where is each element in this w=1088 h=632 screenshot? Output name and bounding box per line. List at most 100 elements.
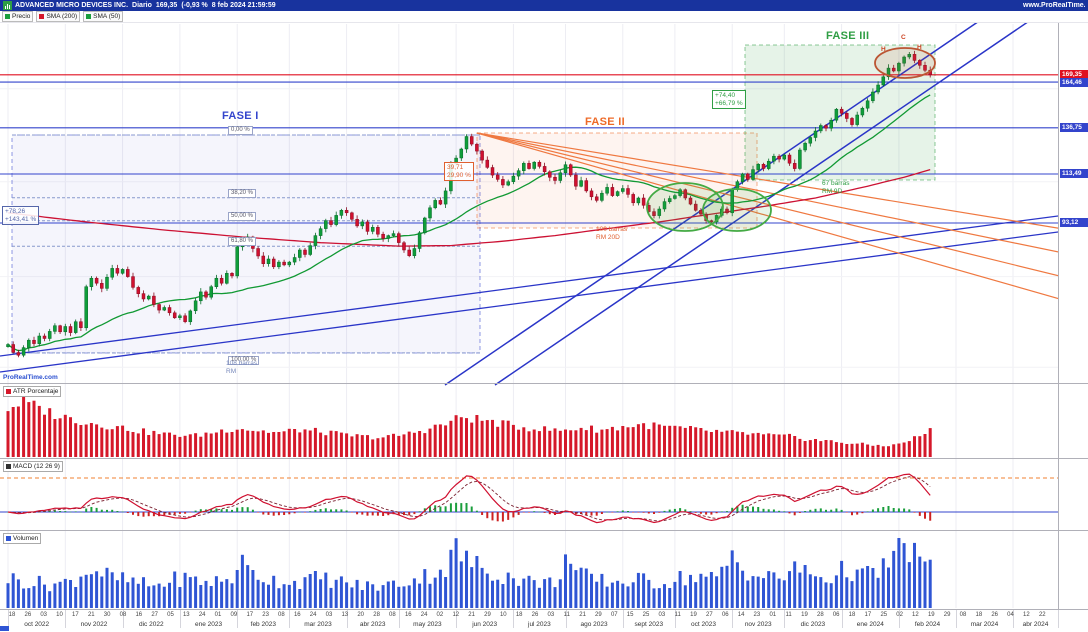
x-axis-day-label: 04: [1007, 612, 1014, 618]
atr-swatch-icon: [6, 389, 11, 394]
downtrend-fan-1[interactable]: [476, 132, 1088, 233]
macd-signal-line: [7, 476, 931, 522]
sma200-line[interactable]: [7, 168, 931, 247]
volume-panel-label[interactable]: Volumen: [3, 533, 42, 544]
x-axis-day-label: 08: [278, 612, 285, 618]
volume-swatch-icon: [6, 536, 11, 541]
x-axis-day-label: 06: [832, 612, 840, 618]
legend-item-1[interactable]: SMA (200): [36, 11, 81, 22]
x-axis-day-label: 18: [848, 612, 856, 618]
x-axis-day-label: 25: [880, 612, 888, 618]
x-axis-month-label: abr 2023: [359, 621, 386, 628]
annotation-hch-right[interactable]: H: [917, 44, 922, 51]
macd-line: [7, 473, 931, 524]
annotation-measure-up-1[interactable]: +78,26 +143,41 %: [2, 206, 40, 225]
x-axis-tick: [8, 610, 9, 628]
legend-item-2[interactable]: SMA (50): [83, 11, 124, 22]
x-axis-day-label: 14: [737, 612, 745, 618]
x-axis-day-label: 11: [785, 612, 792, 618]
x-axis-day-label: 24: [309, 612, 317, 618]
x-axis-month-label: feb 2023: [250, 621, 276, 628]
price-axis-column[interactable]: [1058, 22, 1088, 610]
legend-item-0[interactable]: Precio: [2, 11, 34, 22]
x-axis-day-label: 27: [151, 612, 159, 618]
annotation-bars-rm[interactable]: 108 barras RM: [226, 360, 258, 375]
fib-level-label[interactable]: 50,00 %: [228, 212, 257, 221]
last-price: 169,35: [155, 2, 178, 9]
downtrend-fan-3[interactable]: [476, 132, 1088, 283]
x-axis-day-label: 08: [389, 612, 396, 618]
x-axis-day-label: 21: [468, 612, 475, 618]
x-axis-day-label: 21: [579, 612, 586, 618]
x-axis-day-label: 15: [626, 612, 634, 618]
fib-level-label[interactable]: 38,20 %: [228, 189, 257, 198]
sma50-line[interactable]: [7, 94, 931, 352]
x-axis-day-label: 30: [103, 612, 111, 618]
x-axis-day-label: 10: [499, 612, 507, 618]
price-level-axis-label: 136,75: [1060, 123, 1088, 132]
highlight-ellipse[interactable]: [874, 47, 936, 79]
phase-label-fase-i[interactable]: FASE I: [222, 110, 259, 122]
macd-swatch-icon: [6, 464, 11, 469]
annotation-hch-head[interactable]: C: [901, 34, 906, 41]
website-link[interactable]: www.ProRealTime.com: [1023, 2, 1085, 9]
scrollbar-corner[interactable]: [0, 626, 9, 631]
annotation-bars-rm9[interactable]: 67 barras RM 9D: [822, 180, 850, 195]
atr-panel-label[interactable]: ATR Porcentaje: [3, 386, 62, 397]
annotation-measure-down[interactable]: 39,71 29,90 %: [444, 162, 474, 181]
annotation-hch-left[interactable]: H: [881, 46, 886, 53]
x-axis-tick: [398, 610, 400, 628]
timeframe-label: Diario: [132, 2, 152, 9]
annotation-measure-up-2[interactable]: +74,40 +66,79 %: [712, 90, 746, 109]
x-axis-day-label: 09: [230, 612, 238, 618]
x-axis-month-label: mar 2024: [970, 621, 999, 628]
quote-datetime: 8 feb 2024 21:59:59: [211, 2, 276, 9]
x-axis-month-label: ene 2024: [856, 621, 884, 628]
downtrend-fan-2[interactable]: [476, 132, 1088, 258]
x-axis-day-label: 17: [72, 612, 79, 618]
downtrend-fan-4[interactable]: [476, 132, 1088, 307]
uptrend-shallow-1[interactable]: [0, 212, 1088, 357]
macd-panel-label[interactable]: MACD (12 26 9): [3, 461, 63, 472]
highlight-ellipse[interactable]: [646, 182, 724, 232]
x-axis-day-label: 12: [912, 612, 919, 618]
chart-icon: [3, 1, 12, 10]
annotation-bars-rm20[interactable]: 100 barras RM 20D: [596, 226, 628, 241]
x-axis-day-label: 01: [214, 612, 222, 618]
phase-label-fase-ii[interactable]: FASE II: [585, 116, 625, 128]
uptrend-shallow-2[interactable]: [0, 228, 1088, 373]
x-axis-day-label: 02: [436, 612, 444, 618]
fib-level-label[interactable]: 0,00 %: [228, 126, 253, 135]
x-axis-day-label: 01: [769, 612, 777, 618]
phase-label-fase-iii[interactable]: FASE III: [826, 30, 870, 42]
x-axis-day-label: 16: [135, 612, 143, 618]
x-axis-day-label: 16: [293, 612, 301, 618]
x-axis-day-label: 19: [927, 612, 935, 618]
x-axis-day-label: 03: [547, 612, 555, 618]
uptrend-steep-1[interactable]: [444, 0, 1010, 386]
fib-level-label[interactable]: 100,00 %: [228, 356, 260, 365]
x-axis-day-label: 16: [404, 612, 412, 618]
x-axis-tick: [65, 610, 67, 628]
x-axis-day-label: 18: [975, 612, 983, 618]
highlight-ellipse[interactable]: [702, 188, 772, 232]
x-axis-tick: [289, 610, 291, 628]
x-axis-day-label: 27: [706, 612, 713, 618]
x-axis-day-label: 03: [40, 612, 48, 618]
x-axis-tick: [732, 610, 734, 628]
symbol-name: ADVANCED MICRO DEVICES INC.: [15, 2, 129, 9]
atr-panel-label-text: ATR Porcentaje: [13, 388, 59, 395]
x-axis-day-label: 19: [801, 612, 808, 618]
x-axis-tick: [674, 610, 676, 628]
legend-label: SMA (200): [46, 13, 78, 20]
fib-level-label[interactable]: 61,80 %: [228, 237, 257, 246]
x-axis-day-label: 25: [642, 612, 650, 618]
x-axis-day-label: 26: [991, 612, 999, 618]
x-axis-day-label: 18: [8, 612, 16, 618]
x-axis-day-label: 19: [690, 612, 697, 618]
x-axis-day-label: 23: [262, 612, 269, 618]
x-axis-day-label: 13: [182, 612, 190, 618]
x-axis-day-label: 20: [357, 612, 365, 618]
x-axis-tick: [456, 610, 458, 628]
